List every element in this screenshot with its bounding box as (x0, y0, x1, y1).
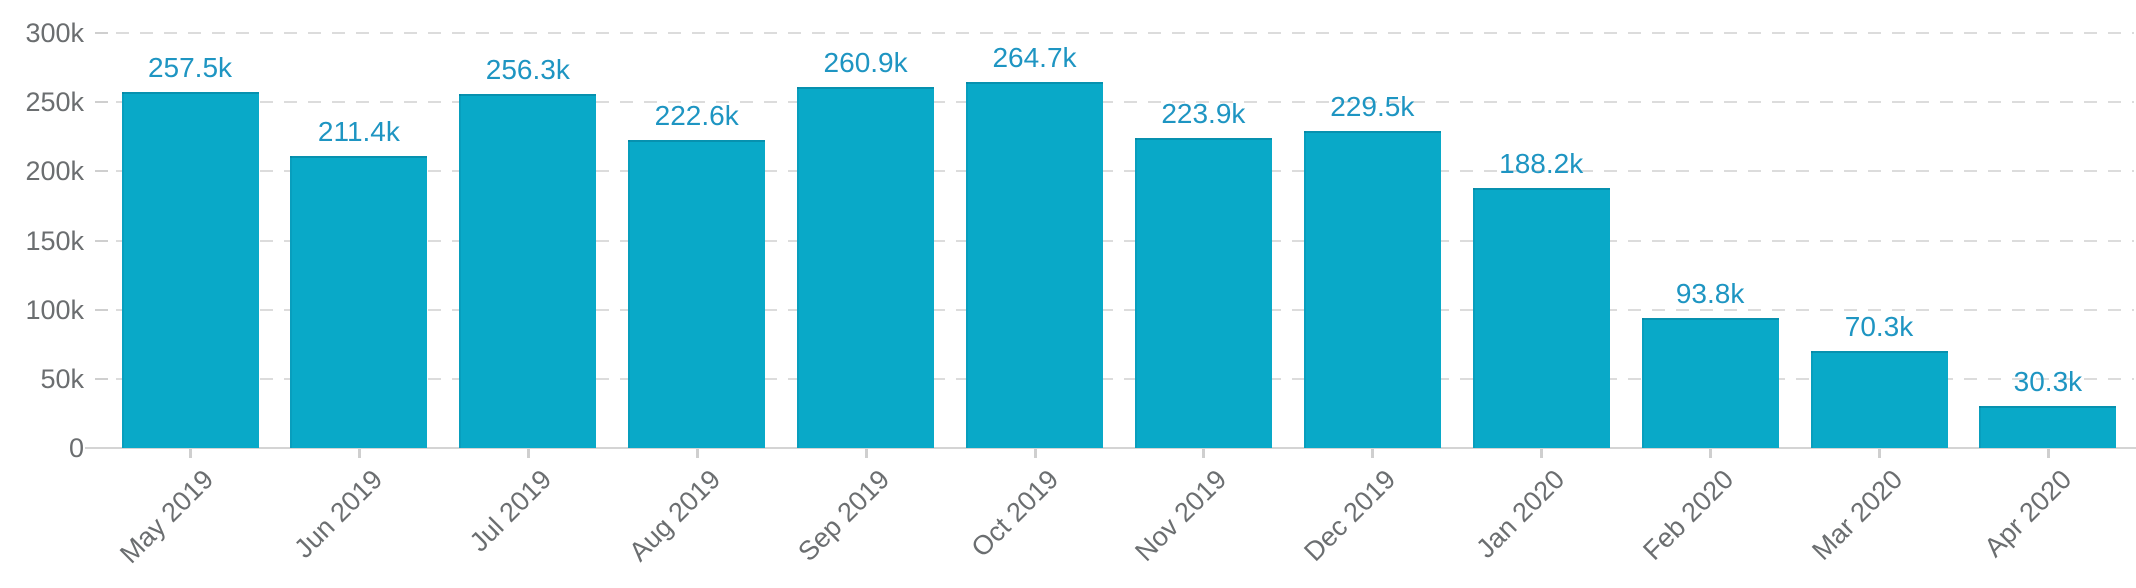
x-axis-label-text: Mar 2020 (1806, 464, 1909, 566)
y-axis-tick-label: 0 (68, 433, 84, 463)
x-axis-label-text: Jul 2019 (463, 464, 558, 558)
bar-value-label: 30.3k (2013, 366, 2083, 398)
y-axis-tick (95, 240, 108, 242)
x-axis-line (85, 447, 2136, 449)
y-axis-tick-label: 250k (25, 87, 84, 117)
x-axis-tick (1540, 449, 1544, 458)
bar[interactable] (1641, 318, 1779, 448)
bar-value-label: 223.9k (1161, 98, 1246, 130)
x-axis-label-text: Feb 2020 (1637, 464, 1740, 566)
bar[interactable] (797, 87, 935, 448)
x-axis-label-text: Oct 2019 (965, 464, 1064, 563)
bar[interactable] (1810, 350, 1948, 448)
x-axis-label-text: May 2019 (114, 464, 220, 570)
x-axis-label-text: Aug 2019 (622, 464, 726, 567)
y-gridline (116, 240, 2134, 242)
bar-value-label: 264.7k (992, 41, 1077, 73)
bar[interactable] (966, 81, 1103, 448)
bar[interactable] (290, 155, 428, 448)
x-axis-label-text: Apr 2020 (1978, 464, 2078, 563)
bar[interactable] (1303, 130, 1441, 448)
y-axis-tick-label: 300k (25, 18, 84, 48)
y-axis-tick (95, 378, 108, 380)
x-axis-tick (2046, 449, 2050, 458)
bar-value-label: 211.4k (317, 115, 400, 147)
y-axis-tick-label: 200k (25, 156, 84, 186)
y-axis-tick (95, 309, 108, 311)
y-gridline (116, 378, 2134, 380)
y-axis-tick (95, 170, 108, 172)
x-axis-label-text: Jun 2019 (288, 464, 389, 564)
x-axis-tick (695, 449, 699, 458)
bar[interactable] (121, 91, 259, 448)
y-axis-tick-label: 150k (25, 226, 84, 256)
bar[interactable] (1472, 187, 1610, 448)
bar-value-label: 229.5k (1330, 90, 1415, 122)
x-axis-label-text: Nov 2019 (1129, 464, 1233, 567)
bar-value-label: 257.5k (147, 51, 233, 83)
x-axis-label-text: Jan 2020 (1470, 464, 1571, 564)
y-gridline (116, 170, 2134, 172)
bar-value-label: 93.8k (1675, 278, 1745, 310)
x-axis-tick (1709, 449, 1713, 458)
x-axis-tick (357, 449, 361, 458)
bar[interactable] (1979, 406, 2117, 448)
bar-value-label: 260.9k (823, 47, 908, 79)
y-axis-tick (95, 101, 108, 103)
x-axis-tick (526, 449, 530, 458)
y-gridline (116, 32, 2134, 34)
x-axis-tick (1371, 449, 1375, 458)
y-axis-tick (95, 32, 108, 34)
x-axis-tick (1202, 449, 1206, 458)
x-axis-label: May 2019 (0, 464, 219, 588)
y-gridline (116, 309, 2134, 311)
x-axis-tick (1033, 449, 1037, 458)
bar-value-label: 188.2k (1499, 147, 1584, 179)
x-axis-label-text: Dec 2019 (1298, 464, 1402, 567)
x-axis-label-text: Sep 2019 (791, 464, 895, 567)
x-axis-tick (189, 449, 192, 458)
x-axis-tick (1878, 449, 1881, 458)
bar[interactable] (459, 93, 597, 448)
bar-value-label: 256.3k (485, 53, 570, 85)
y-gridline (116, 101, 2134, 103)
y-axis-tick-label: 50k (40, 364, 84, 394)
bar-value-label: 70.3k (1844, 310, 1914, 342)
bar[interactable] (628, 140, 766, 448)
bar-value-label: 222.6k (654, 100, 739, 132)
bar[interactable] (1134, 138, 1272, 448)
x-axis-tick (864, 449, 868, 458)
y-axis-tick-label: 100k (25, 295, 84, 325)
